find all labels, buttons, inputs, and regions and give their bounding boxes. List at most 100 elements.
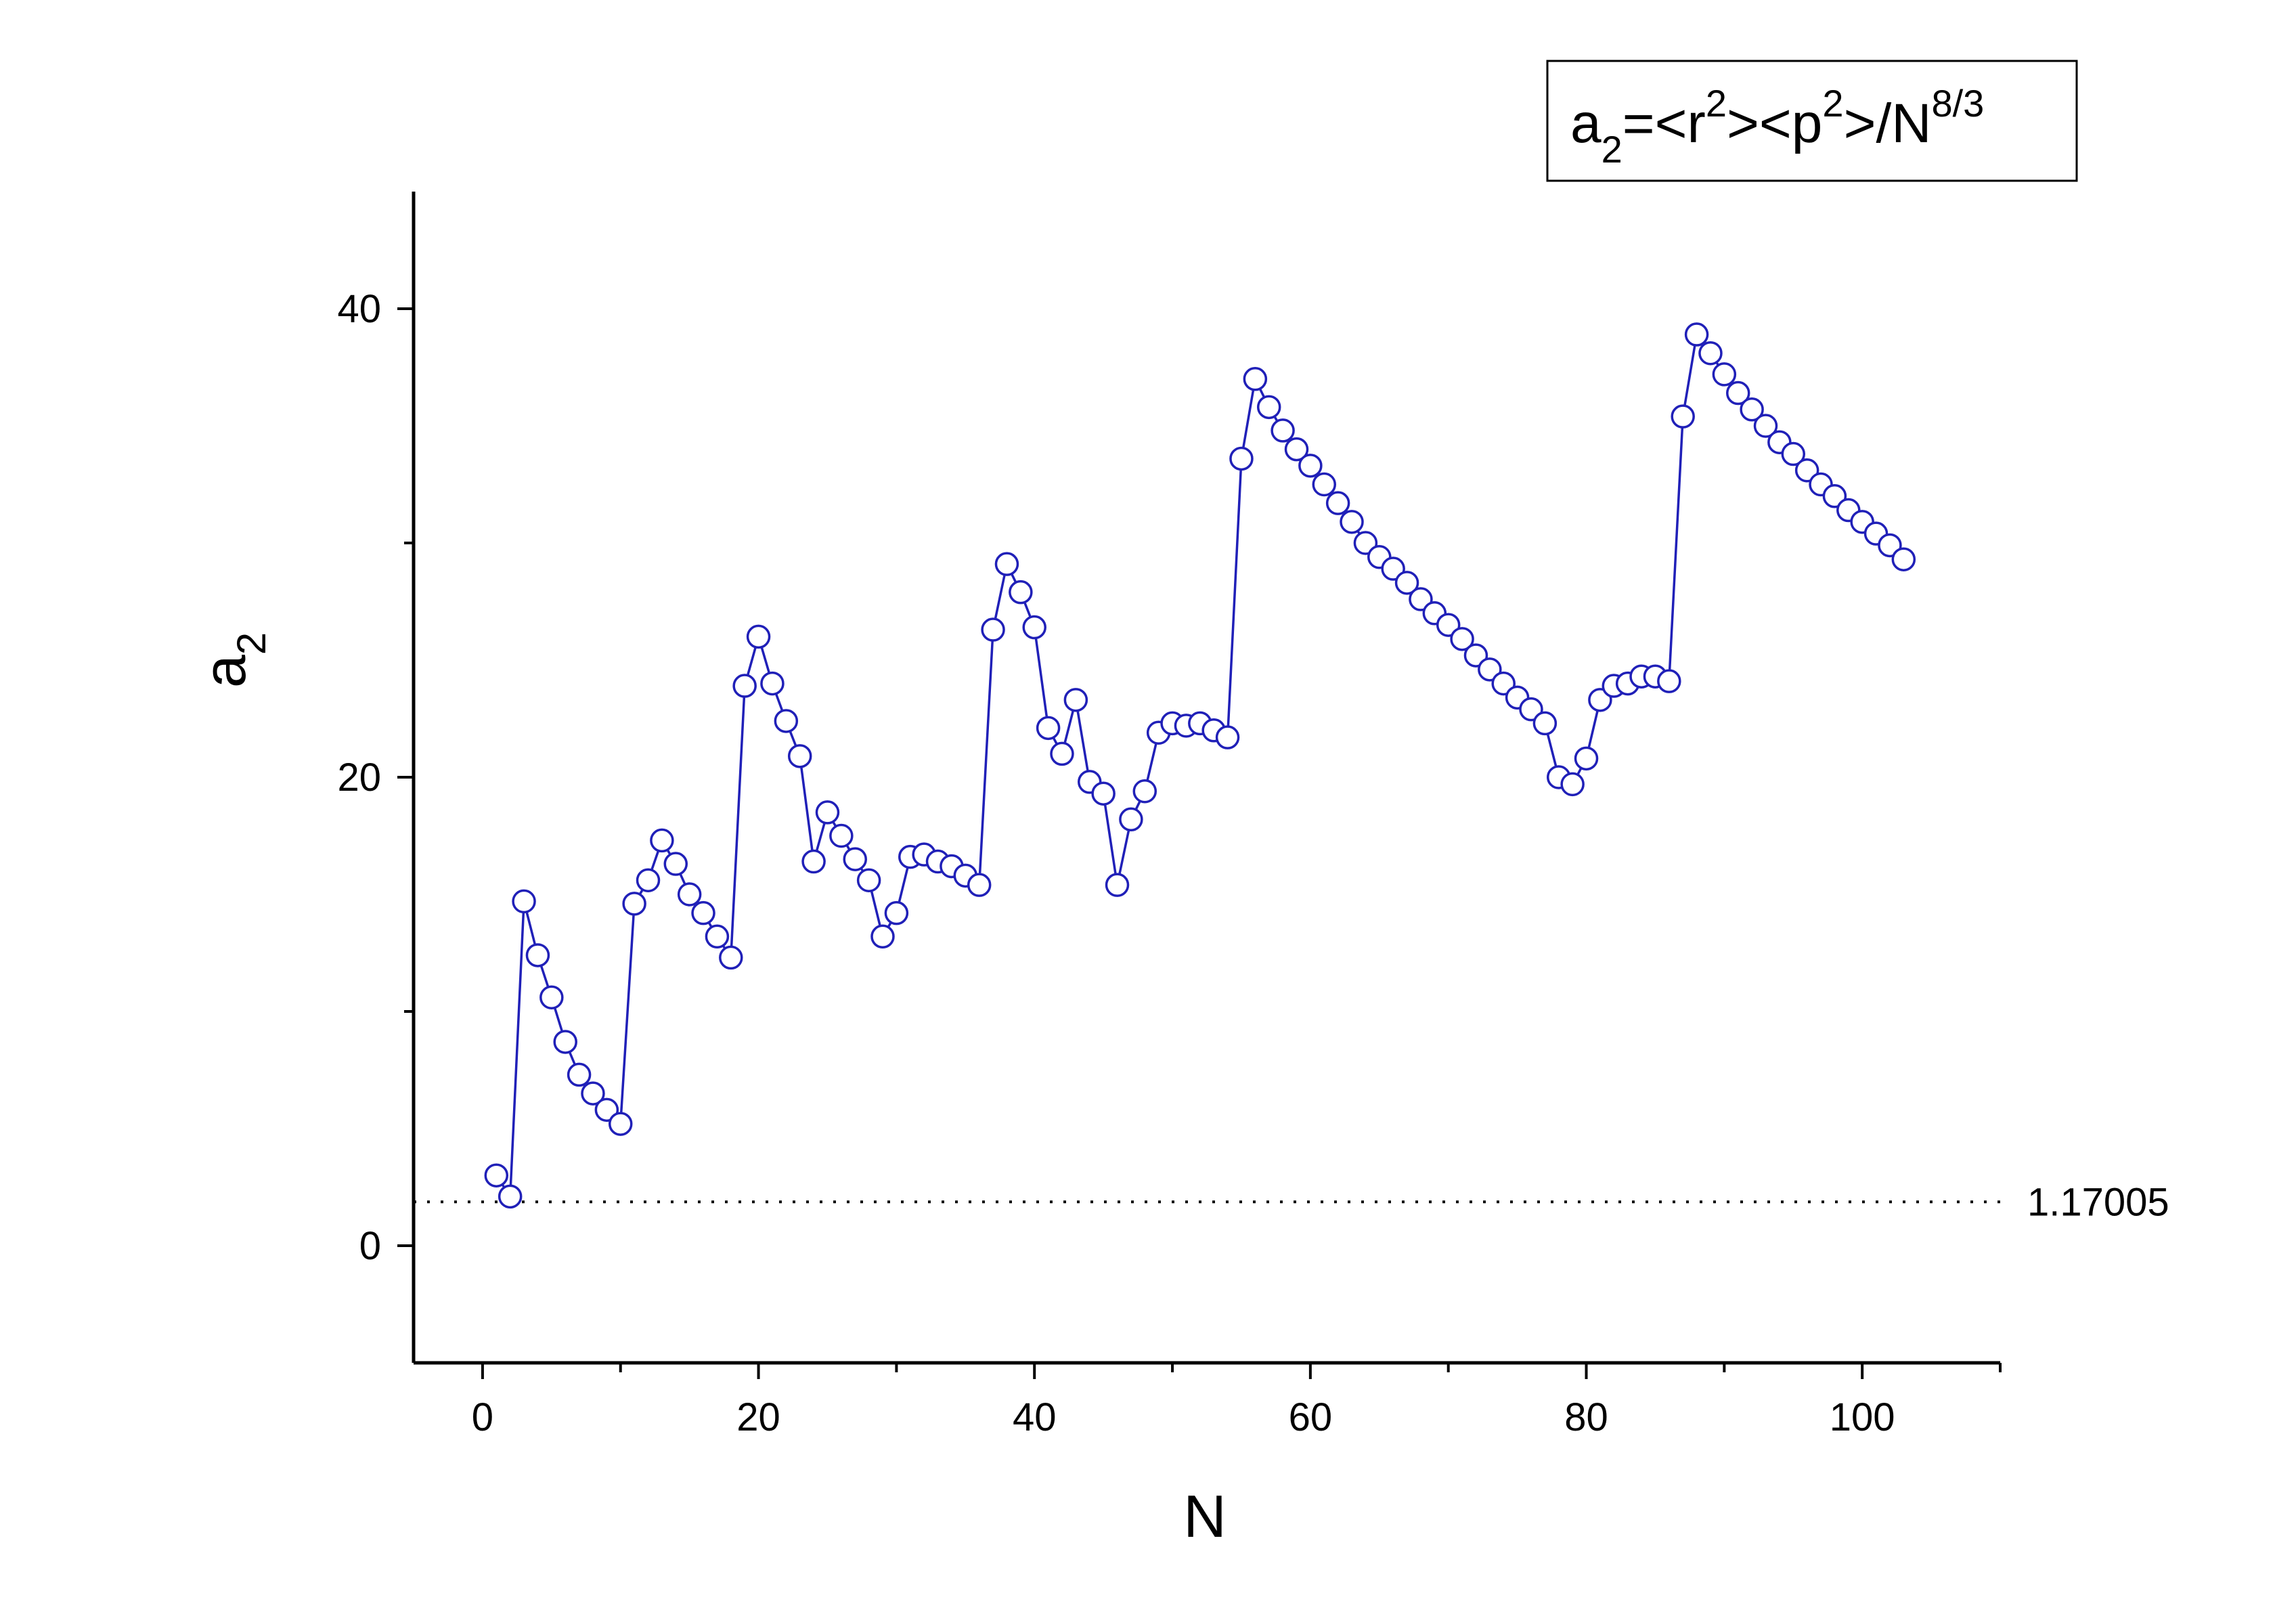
data-point	[1353, 531, 1378, 555]
data-point	[1284, 437, 1309, 462]
data-point	[553, 1030, 577, 1054]
data-point	[1325, 491, 1350, 515]
data-point	[870, 924, 895, 949]
data-point	[719, 945, 743, 970]
data-point	[1132, 779, 1157, 804]
data-point	[967, 873, 992, 897]
data-point	[636, 868, 661, 892]
data-point	[1794, 458, 1819, 483]
legend-mid: ><p	[1727, 93, 1822, 154]
data-point	[1478, 657, 1502, 682]
legend-sup3: 8/3	[1931, 82, 1984, 125]
legend-a: a	[1570, 93, 1602, 154]
x-tick-label: 100	[1830, 1395, 1895, 1439]
y-axis-title-sub: 2	[229, 632, 274, 655]
data-point	[787, 744, 812, 768]
x-tick-label: 80	[1564, 1395, 1608, 1439]
data-point	[746, 624, 771, 649]
data-point	[512, 889, 536, 914]
data-point	[1657, 669, 1681, 693]
data-point	[608, 1112, 633, 1136]
data-point	[1312, 472, 1337, 497]
data-point	[1050, 741, 1074, 766]
data-point	[1822, 484, 1847, 508]
data-point	[1588, 688, 1612, 712]
data-point	[691, 900, 715, 925]
data-point	[1463, 643, 1488, 668]
y-axis-title: a2	[191, 632, 274, 688]
series-line	[495, 331, 1905, 1200]
y-axis-title-main: a	[191, 655, 258, 688]
data-point	[581, 1081, 605, 1106]
legend: a2=<r2><p2>/N8/3	[1546, 60, 2078, 182]
data-point	[774, 709, 799, 733]
data-point	[1256, 395, 1281, 420]
data-point	[1574, 746, 1599, 771]
data-point	[525, 943, 550, 967]
data-point	[1671, 404, 1695, 429]
data-point	[1271, 418, 1295, 443]
y-tick-label: 0	[359, 1224, 381, 1268]
data-point	[1698, 341, 1723, 366]
legend-end: >/N	[1844, 93, 1932, 154]
data-point	[1409, 587, 1433, 611]
x-axis-title: N	[1183, 1483, 1227, 1550]
data-point	[1560, 772, 1585, 797]
data-point	[1381, 557, 1405, 581]
data-point	[567, 1062, 592, 1087]
data-point	[498, 1184, 523, 1209]
y-tick-label: 20	[337, 756, 381, 800]
data-point	[1740, 397, 1764, 422]
x-tick-label: 0	[472, 1395, 493, 1439]
data-point	[1684, 322, 1709, 347]
data-point	[1878, 533, 1902, 558]
data-point	[1753, 414, 1778, 438]
data-point	[1036, 716, 1061, 741]
data-point	[815, 800, 840, 825]
data-point	[843, 847, 867, 871]
data-point	[1725, 380, 1750, 406]
data-point	[1091, 781, 1116, 806]
data-point	[1781, 441, 1806, 466]
data-point	[801, 849, 826, 874]
data-point	[994, 552, 1019, 576]
data-point	[594, 1097, 619, 1122]
data-point	[884, 900, 909, 925]
data-point	[1394, 571, 1419, 595]
data-point	[1009, 580, 1033, 605]
x-tick-label: 60	[1289, 1395, 1333, 1439]
legend-box	[1546, 60, 2078, 182]
x-tick-label: 20	[736, 1395, 780, 1439]
data-point	[650, 828, 674, 853]
reference-line-group: 1.17005	[414, 1180, 2169, 1224]
data-point	[484, 1163, 509, 1187]
y-axis-title-group: a2	[191, 632, 274, 688]
y-tick-label: 40	[337, 287, 381, 331]
data-point	[732, 674, 757, 698]
data-point	[829, 823, 854, 848]
data-point	[981, 617, 1005, 642]
data-point	[1229, 446, 1254, 471]
data-point	[856, 868, 881, 892]
legend-sup2: 2	[1822, 82, 1843, 125]
data-point	[1022, 615, 1046, 640]
data-point	[663, 852, 688, 876]
data-point	[1891, 547, 1916, 571]
data-point	[705, 924, 730, 949]
data-point	[1063, 688, 1088, 712]
legend-formula: a2=<r2><p2>/N8/3	[1570, 82, 1984, 171]
data-point	[1215, 725, 1240, 749]
series-group	[484, 322, 1916, 1209]
data-point	[1712, 362, 1737, 387]
data-point	[1105, 873, 1130, 897]
legend-a-sub: 2	[1602, 128, 1622, 171]
axes: 0 20 40 60 80 100 0 20 40	[337, 192, 2002, 1439]
data-point	[1119, 807, 1143, 832]
data-point	[1243, 367, 1268, 391]
data-point	[539, 985, 564, 1009]
data-point	[1340, 510, 1364, 534]
data-point	[1532, 711, 1558, 736]
data-point	[760, 671, 785, 696]
data-point	[1298, 454, 1323, 478]
